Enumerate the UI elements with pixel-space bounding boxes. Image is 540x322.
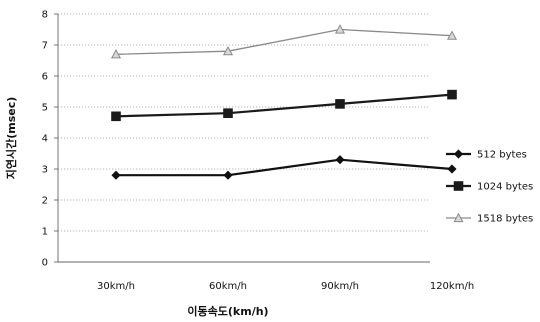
data-point — [453, 181, 464, 191]
x-axis-title: 이동속도(km/h) — [187, 304, 268, 318]
data-point — [111, 111, 121, 122]
x-tick-label: 60km/h — [209, 281, 247, 292]
y-axis-title: 지연시간(msec) — [4, 97, 18, 180]
axes — [54, 13, 430, 263]
data-point — [453, 212, 464, 223]
data-point — [453, 149, 464, 159]
y-tick-label: 3 — [42, 165, 48, 176]
data-point — [110, 49, 122, 59]
y-tick-label: 7 — [42, 41, 48, 52]
tick-labels: 0 1 2 3 4 5 6 7 8 30km/h 60km/h 90km/h 120km/h — [42, 10, 475, 293]
x-tick-label: 120km/h — [430, 281, 474, 292]
x-tick-label: 90km/h — [321, 281, 359, 292]
series-1 — [111, 89, 457, 122]
legend-item-0: 512 bytes — [446, 149, 527, 161]
legend-item-1: 1024 bytes — [446, 181, 533, 193]
series-line — [114, 158, 454, 177]
data-point — [446, 30, 458, 40]
legend: 512 bytes 1024 bytes 1518 bytes — [446, 149, 533, 225]
y-tick-label: 5 — [42, 103, 48, 114]
legend-label: 512 bytes — [477, 150, 527, 161]
legend-label: 1024 bytes — [477, 182, 533, 193]
y-tick-label: 0 — [42, 258, 48, 269]
data-point — [111, 170, 121, 180]
y-tick-label: 6 — [42, 72, 48, 83]
gridlines — [58, 13, 430, 232]
x-tick-label: 30km/h — [97, 281, 135, 292]
data-point — [223, 108, 233, 118]
data-point — [447, 164, 457, 174]
series-layer — [110, 24, 458, 180]
data-point — [222, 45, 234, 56]
y-tick-label: 8 — [42, 10, 48, 21]
legend-label: 1518 bytes — [477, 214, 533, 225]
data-point — [335, 155, 345, 165]
data-point — [447, 89, 457, 100]
series-2 — [110, 24, 458, 59]
y-tick-label: 1 — [42, 227, 48, 238]
y-tick-label: 2 — [42, 196, 48, 207]
data-point — [334, 24, 346, 34]
legend-item-2: 1518 bytes — [446, 212, 533, 225]
data-point — [223, 170, 233, 180]
series-0 — [111, 155, 457, 180]
y-tick-label: 4 — [42, 134, 48, 145]
series-line — [115, 28, 453, 55]
series-line — [114, 93, 454, 118]
data-point — [335, 99, 345, 109]
